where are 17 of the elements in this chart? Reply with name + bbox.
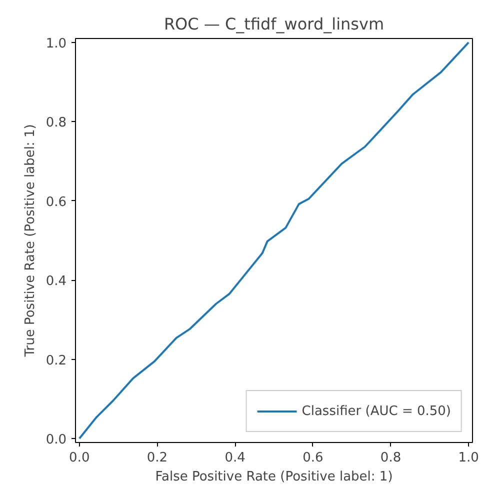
y-tick-label: 0.8 — [46, 116, 67, 131]
line-series — [78, 41, 470, 440]
y-tick-label: 0.2 — [46, 353, 67, 368]
x-tick-label: 1.0 — [458, 450, 479, 466]
y-tick-label: 0.4 — [46, 274, 67, 290]
y-axis-title: True Positive Rate (Positive label: 1) — [22, 124, 38, 358]
y-tick-label: 0.0 — [46, 432, 67, 448]
x-tick-label: 0.0 — [69, 450, 90, 466]
x-tick-label: 0.4 — [224, 450, 246, 466]
x-tick-label: 0.6 — [302, 450, 324, 466]
chart-title: ROC — C_tfidf_word_linsvm — [164, 14, 384, 34]
y-tick-label: 1.0 — [46, 36, 67, 52]
x-tick-label: 0.8 — [380, 450, 402, 466]
legend-label: Classifier (AUC = 0.50) — [302, 404, 451, 418]
x-tick-label: 0.2 — [146, 450, 168, 466]
y-tick-label: 0.6 — [46, 194, 67, 210]
x-axis-title: False Positive Rate (Positive label: 1) — [155, 470, 393, 484]
